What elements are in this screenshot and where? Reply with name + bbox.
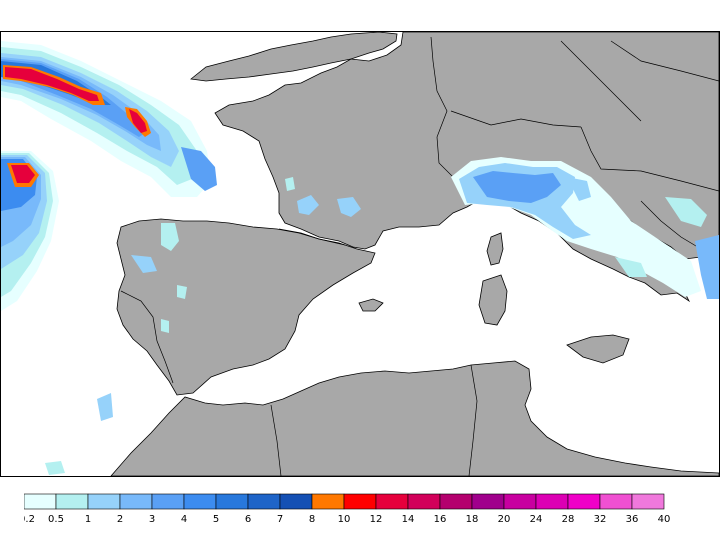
legend-swatch <box>631 493 665 510</box>
legend-swatch <box>343 493 377 510</box>
map-frame <box>0 31 720 477</box>
legend-swatch <box>24 493 57 510</box>
legend-tick-label: 8 <box>309 514 315 525</box>
legend-swatch <box>279 493 313 510</box>
legend-swatch <box>535 493 569 510</box>
britain <box>190 32 398 82</box>
precipitation-map <box>1 32 719 476</box>
corsica <box>486 232 504 266</box>
legend-tick-label: 18 <box>466 514 479 525</box>
legend-swatch <box>311 493 345 510</box>
legend-swatch <box>119 493 153 510</box>
precipitation-layer <box>1 41 719 475</box>
legend-tick-label: 2 <box>117 514 123 525</box>
legend-tick-label: 16 <box>434 514 447 525</box>
legend-swatch <box>87 493 121 510</box>
legend-tick-label: 40 <box>658 514 671 525</box>
legend-tick-label: 0.5 <box>48 514 64 525</box>
legend-swatch <box>567 493 601 510</box>
legend-tick-label: 32 <box>594 514 607 525</box>
legend-swatch <box>151 493 185 510</box>
legend-swatch <box>503 493 537 510</box>
legend-tick-label: 7 <box>277 514 283 525</box>
legend-tick-label: 14 <box>402 514 415 525</box>
legend-tick-label: 24 <box>530 514 543 525</box>
legend-tick-label: 12 <box>370 514 383 525</box>
legend-tick-label: 20 <box>498 514 511 525</box>
rain-italy <box>451 157 719 299</box>
country-borders <box>120 36 719 476</box>
legend-tick-label: 36 <box>626 514 639 525</box>
legend-swatch <box>599 493 633 510</box>
legend-swatch <box>183 493 217 510</box>
legend-tick-label: 4 <box>181 514 187 525</box>
legend-tick-label: 5 <box>213 514 219 525</box>
legend-swatch <box>407 493 441 510</box>
legend-tick-label: 10 <box>338 514 351 525</box>
rain-scattered <box>131 177 361 333</box>
rain-atlantic-north <box>1 41 217 475</box>
legend-swatch <box>439 493 473 510</box>
balearics <box>358 298 384 312</box>
sicily <box>566 334 630 364</box>
legend-swatch <box>55 493 89 510</box>
legend-swatch <box>471 493 505 510</box>
sardinia <box>478 274 508 326</box>
legend-tick-label: 0.2 <box>24 514 35 525</box>
legend-tick-label: 28 <box>562 514 575 525</box>
legend-tick-label: 6 <box>245 514 251 525</box>
legend-swatch <box>247 493 281 510</box>
rain-atlantic-west <box>1 151 59 311</box>
north-africa <box>110 360 719 476</box>
iberia <box>116 218 376 396</box>
legend-swatch <box>375 493 409 510</box>
legend-swatch <box>215 493 249 510</box>
legend-tick-label: 3 <box>149 514 155 525</box>
legend-tick-label: 1 <box>85 514 91 525</box>
